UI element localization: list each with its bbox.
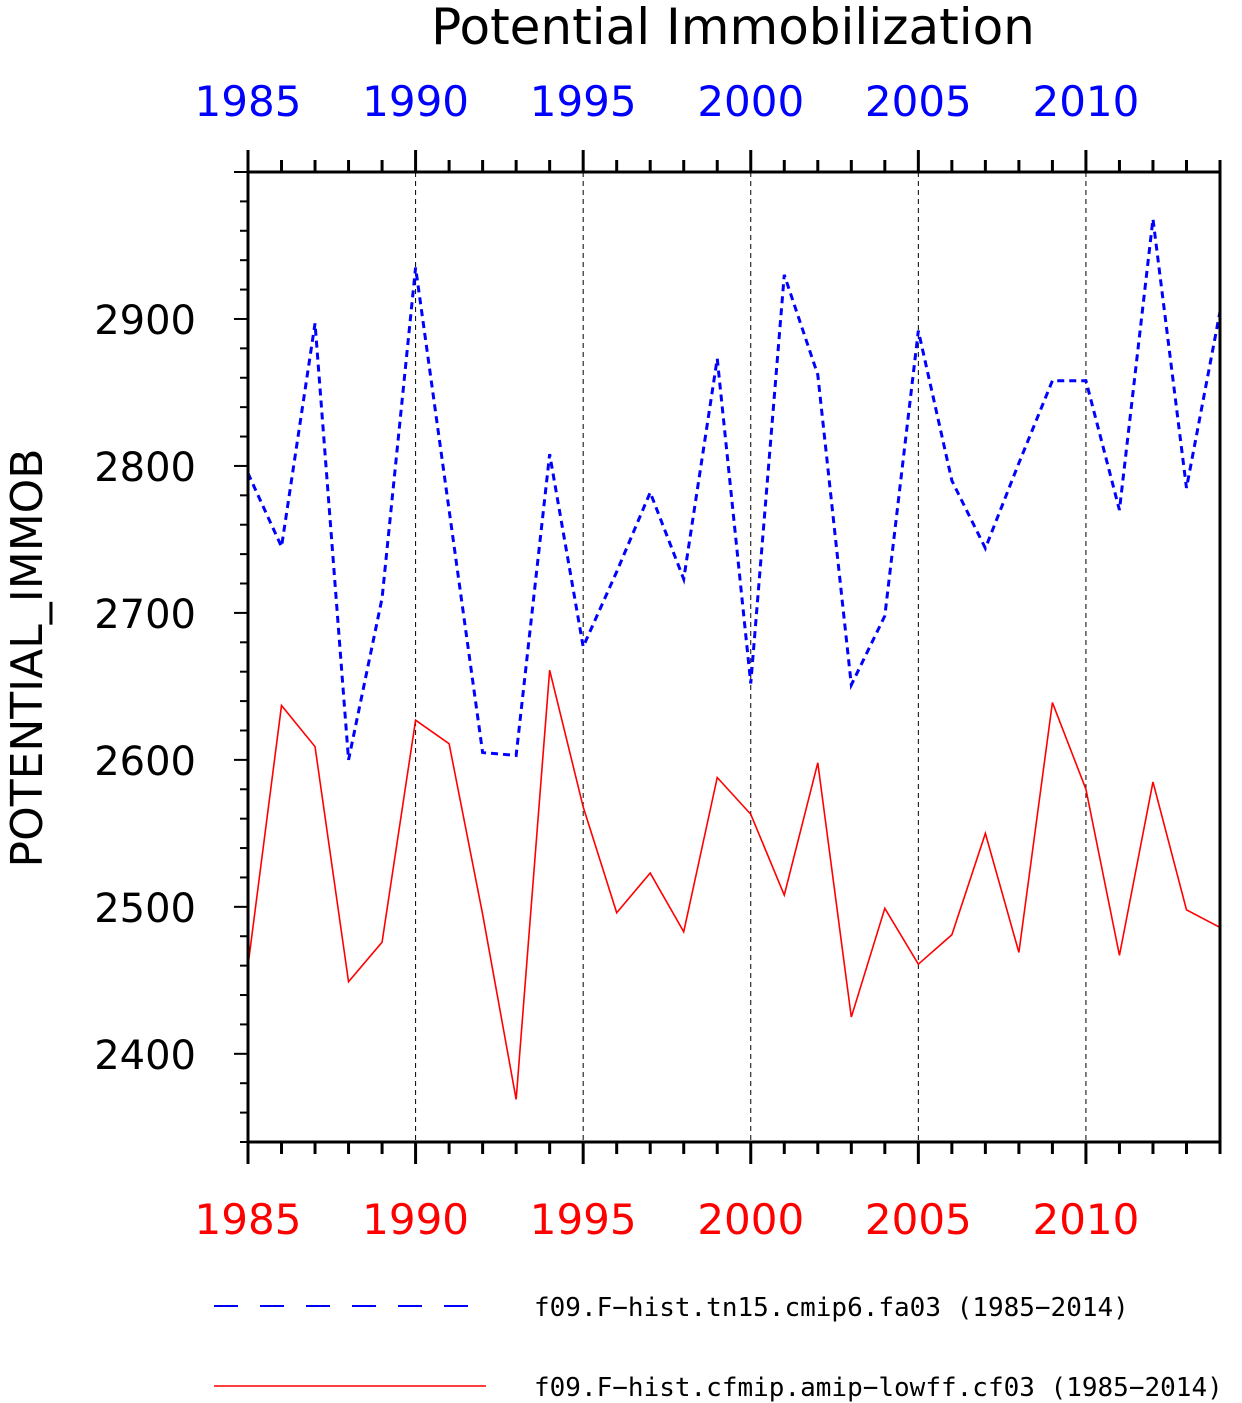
x-tick-label-top-2000: 2000 [697,77,804,126]
series-layer [246,218,1222,1100]
x-tick-label-top-1985: 1985 [195,77,302,126]
x-tick-label-top-2005: 2005 [865,77,972,126]
grid-lines [415,172,1087,1142]
y-tick-label-2500: 2500 [94,886,196,932]
chart-title: Potential Immobilization [431,0,1035,56]
x-tick-label-bottom-1985: 1985 [195,1195,302,1244]
legend: f09.F−hist.tn15.cmip6.fa03 (1985−2014) f0… [214,1293,1223,1403]
x-tick-label-top-2010: 2010 [1032,77,1139,126]
x-tick-label-top-1990: 1990 [362,77,469,126]
series-line-1 [246,218,1222,761]
x-tick-label-bottom-1995: 1995 [530,1195,637,1244]
y-tick-label-2700: 2700 [94,592,196,638]
x-tick-label-bottom-2005: 2005 [865,1195,972,1244]
axis-ticks [234,150,1222,1164]
y-tick-label-2600: 2600 [94,739,196,785]
y-tick-label-2900: 2900 [94,298,196,344]
series-line-2 [247,670,1221,1100]
x-tick-label-bottom-2010: 2010 [1032,1195,1139,1244]
x-tick-label-bottom-1990: 1990 [362,1195,469,1244]
tick-labels: 1985 1985 1990 1990 1995 1995 2000 2000 2005 2005… [94,77,1139,1244]
legend-label-1: f09.F−hist.tn15.cmip6.fa03 (1985−2014) [534,1293,1129,1323]
y-axis-label: POTENTIAL_IMMOB [2,449,53,868]
y-tick-label-2400: 2400 [94,1033,196,1079]
legend-label-2: f09.F−hist.cfmip.amip−lowff.cf03 (1985−2… [534,1373,1223,1403]
x-tick-label-bottom-2000: 2000 [697,1195,804,1244]
x-tick-label-top-1995: 1995 [530,77,637,126]
plot-frame [246,170,1222,1144]
y-tick-label-2800: 2800 [94,445,196,491]
